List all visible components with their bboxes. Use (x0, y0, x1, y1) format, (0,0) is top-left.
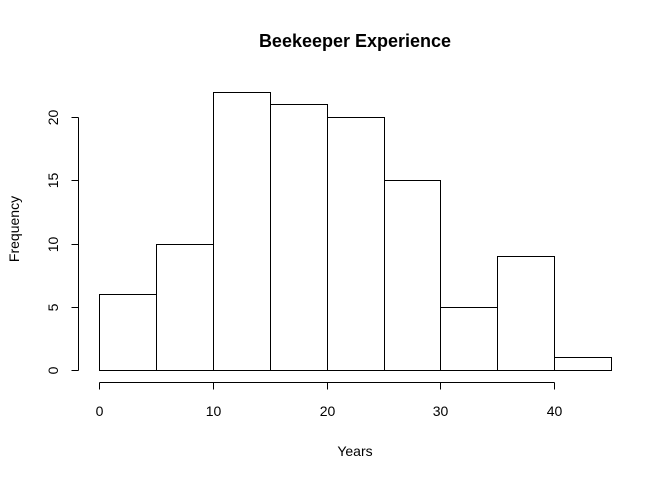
histogram-bar-7 (497, 256, 555, 371)
chart-title: Beekeeper Experience (259, 31, 451, 51)
y-tick-label: 5 (45, 303, 61, 311)
x-tick-label: 30 (433, 403, 449, 419)
histogram-bar-3 (270, 104, 328, 371)
histogram-bar-8 (554, 357, 612, 371)
histogram-bar-6 (440, 307, 498, 371)
bars-group (99, 92, 612, 371)
histogram-bar-0 (99, 294, 157, 371)
x-tick-label: 10 (206, 403, 222, 419)
y-tick-label: 20 (45, 110, 61, 126)
histogram-bar-4 (327, 117, 385, 371)
y-tick-label: 0 (45, 366, 61, 374)
y-axis-label: Frequency (6, 196, 22, 262)
x-axis: 0 10 20 30 40 (96, 382, 563, 419)
histogram-bar-5 (384, 180, 441, 371)
y-tick-label: 10 (45, 237, 61, 253)
y-axis: 0 5 10 15 20 (45, 110, 79, 374)
x-axis-label: Years (337, 443, 372, 459)
x-tick-label: 40 (547, 403, 563, 419)
x-tick-label: 0 (96, 403, 104, 419)
y-tick-label: 15 (45, 173, 61, 189)
histogram-bar-2 (213, 92, 271, 371)
x-tick-label: 20 (320, 403, 336, 419)
histogram-bar-1 (156, 244, 214, 371)
